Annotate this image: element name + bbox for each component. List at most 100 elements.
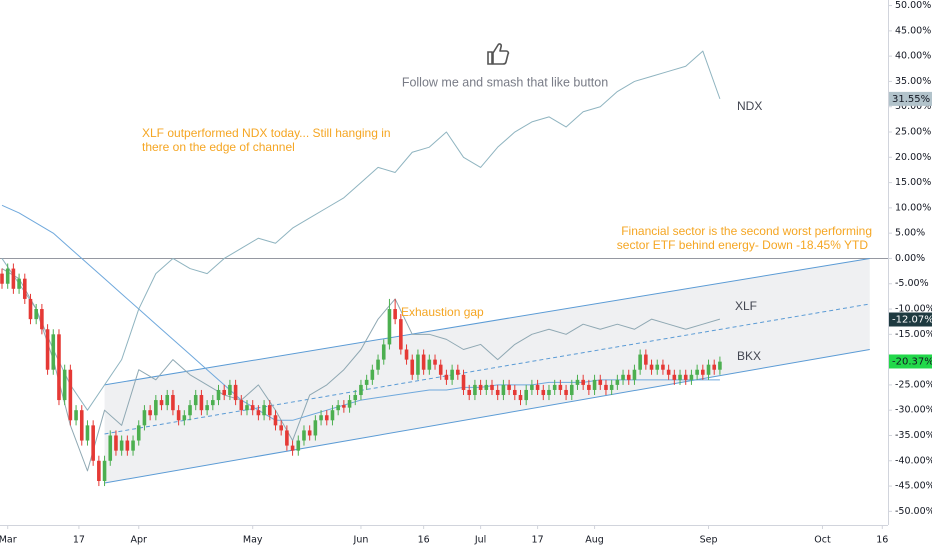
candle-body xyxy=(638,354,642,370)
candle-body xyxy=(644,354,648,365)
candle-body xyxy=(91,425,95,461)
candle-body xyxy=(587,384,591,390)
candle-body xyxy=(541,389,546,396)
y-tick-label: 15.00% xyxy=(895,177,931,188)
candle-body xyxy=(433,359,437,365)
x-tick-label: Aug xyxy=(585,535,604,546)
candle-body xyxy=(706,364,711,375)
candle-body xyxy=(575,379,580,385)
last-value-label: -12.07% xyxy=(892,315,932,326)
candle-body xyxy=(615,379,620,385)
candle-body xyxy=(176,410,181,421)
candle-body xyxy=(683,374,688,380)
last-value-tag xyxy=(889,91,932,106)
candle-body xyxy=(85,425,90,441)
candle-body xyxy=(347,400,352,408)
candle-body xyxy=(461,374,466,390)
candle-body xyxy=(444,374,449,380)
x-tick-label: Oct xyxy=(814,535,831,546)
candle-body xyxy=(609,384,614,390)
candle-body xyxy=(353,395,358,401)
y-tick-label: 50.00% xyxy=(895,0,931,11)
y-tick-label: -25.00% xyxy=(895,379,932,390)
candle-body xyxy=(290,445,295,451)
candle-body xyxy=(626,374,631,380)
y-tick-label: 25.00% xyxy=(895,127,931,138)
candle-body xyxy=(74,410,78,421)
xlf-note-line: there on the edge of channel xyxy=(142,140,295,154)
last-value-label: -20.37% xyxy=(892,356,932,367)
candle-body xyxy=(410,359,415,375)
y-tick-label: -10.00% xyxy=(895,304,932,315)
candle-body xyxy=(273,415,278,426)
candle-body xyxy=(376,359,380,370)
candle-body xyxy=(211,400,215,406)
last-value-tag xyxy=(889,354,932,369)
candle-body xyxy=(598,379,603,385)
candle-body xyxy=(199,395,204,411)
candle-body xyxy=(51,334,56,370)
candle-body xyxy=(438,364,443,375)
x-tick-label: 17 xyxy=(73,535,85,546)
x-tick-label: Apr xyxy=(131,535,148,546)
series-line xyxy=(1,50,721,411)
candle-body xyxy=(245,405,249,411)
candle-body xyxy=(666,369,671,375)
candle-body xyxy=(581,379,585,385)
last-value-tag xyxy=(889,312,932,327)
xlf-note-line: XLF outperformed NDX today... Still hang… xyxy=(142,126,391,140)
candle-body xyxy=(0,273,4,284)
y-tick-label: 0.00% xyxy=(895,253,925,264)
candle-body xyxy=(285,430,289,446)
candle-body xyxy=(324,415,329,421)
candle-body xyxy=(233,384,238,401)
gap-note: Exhaustion gap xyxy=(401,305,484,319)
candle-body xyxy=(102,460,107,481)
channel-lower xyxy=(104,349,870,484)
candle-body xyxy=(421,354,426,370)
candle-body xyxy=(165,395,170,406)
candle-body xyxy=(467,389,472,396)
candle-body xyxy=(416,354,420,375)
candle-body xyxy=(108,435,113,461)
candle-body xyxy=(473,384,477,396)
channel-fill xyxy=(104,258,870,484)
candle-body xyxy=(159,400,164,406)
series-name: XLF xyxy=(735,299,757,313)
y-tick-label: -5.00% xyxy=(895,278,929,289)
thumbs-up-icon xyxy=(487,43,510,65)
candle-body xyxy=(604,384,608,390)
candle-body xyxy=(342,405,346,408)
candle-body xyxy=(336,405,340,411)
candle-body xyxy=(695,369,699,375)
y-tick-label: -15.00% xyxy=(895,329,932,340)
candle-body xyxy=(490,384,494,390)
candle-body xyxy=(558,384,563,390)
y-tick-label: 45.00% xyxy=(895,25,931,36)
candle-body xyxy=(507,384,511,390)
candle-body xyxy=(136,425,141,441)
candle-body xyxy=(57,334,61,401)
candle-body xyxy=(148,410,152,416)
candle-body xyxy=(250,405,255,411)
candle-body xyxy=(279,425,283,431)
candle-body xyxy=(552,384,557,390)
x-tick-label: 16 xyxy=(418,535,430,546)
candle-body xyxy=(28,298,33,320)
candle-body xyxy=(62,369,67,401)
candle-body xyxy=(302,430,306,441)
plot-area xyxy=(0,50,888,487)
channel-middle xyxy=(104,303,870,435)
last-value-label: 31.55% xyxy=(892,94,930,105)
candle-body xyxy=(370,369,375,380)
series-line xyxy=(1,268,721,472)
candle-body xyxy=(649,364,654,370)
x-tick-label: Jun xyxy=(353,535,369,546)
candle-body xyxy=(182,415,187,421)
channel-upper xyxy=(104,257,870,386)
candle-body xyxy=(256,410,261,416)
candle-body xyxy=(484,384,489,390)
x-tick-label: Jul xyxy=(474,535,486,546)
y-tick-label: 20.00% xyxy=(895,152,931,163)
